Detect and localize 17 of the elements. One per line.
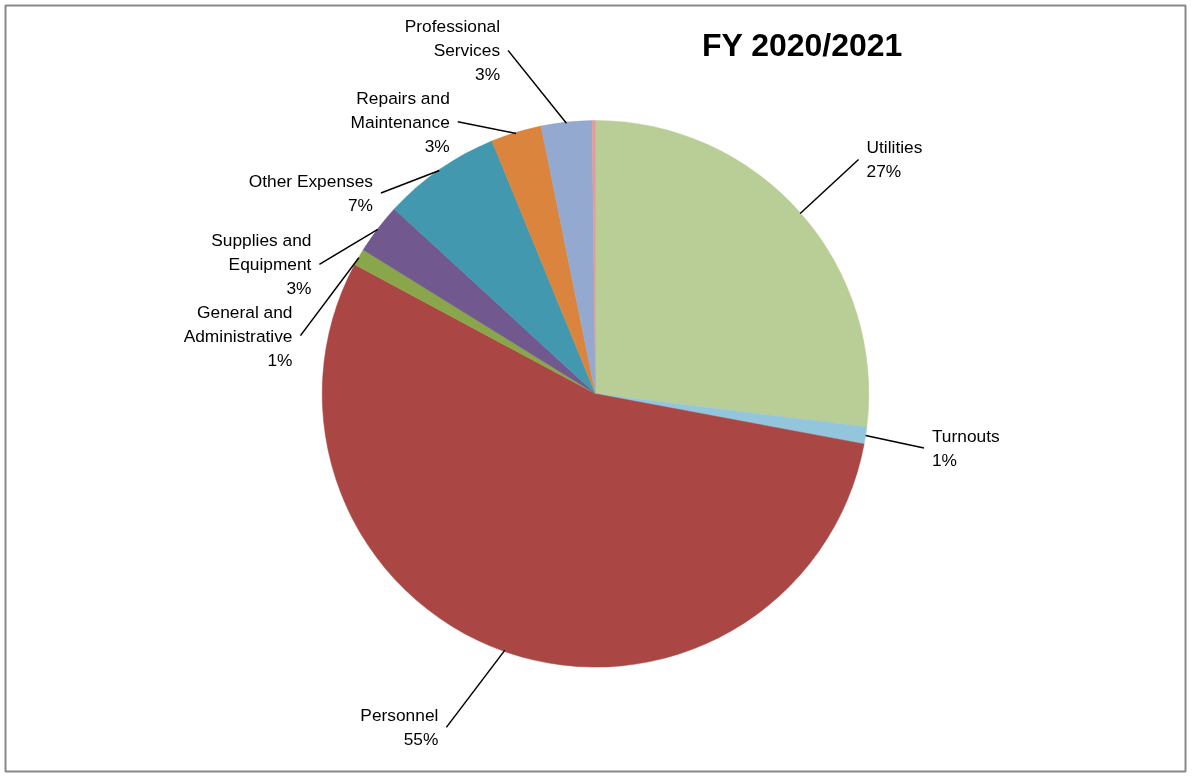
data-label: 3% xyxy=(475,64,501,85)
slice-label: Other Expenses xyxy=(248,171,374,192)
data-label: 3% xyxy=(424,135,450,156)
slice-label: Utilities xyxy=(866,137,923,158)
data-label: 7% xyxy=(347,195,373,216)
data-label: 27% xyxy=(866,161,902,182)
slice-label: General and Administrative xyxy=(183,301,293,346)
slice-label: Repairs and Maintenance xyxy=(350,87,450,132)
data-label: 55% xyxy=(403,729,439,750)
slice-label: Turnouts xyxy=(931,425,1000,446)
chart-title: FY 2020/2021 xyxy=(701,27,903,64)
slice-label: Supplies and Equipment xyxy=(211,230,312,275)
data-label: 3% xyxy=(286,278,312,299)
slice-label: Professional Services xyxy=(404,16,501,61)
slice-label: Personnel xyxy=(360,705,439,726)
data-label: 1% xyxy=(931,449,957,470)
data-label: 1% xyxy=(267,349,293,370)
